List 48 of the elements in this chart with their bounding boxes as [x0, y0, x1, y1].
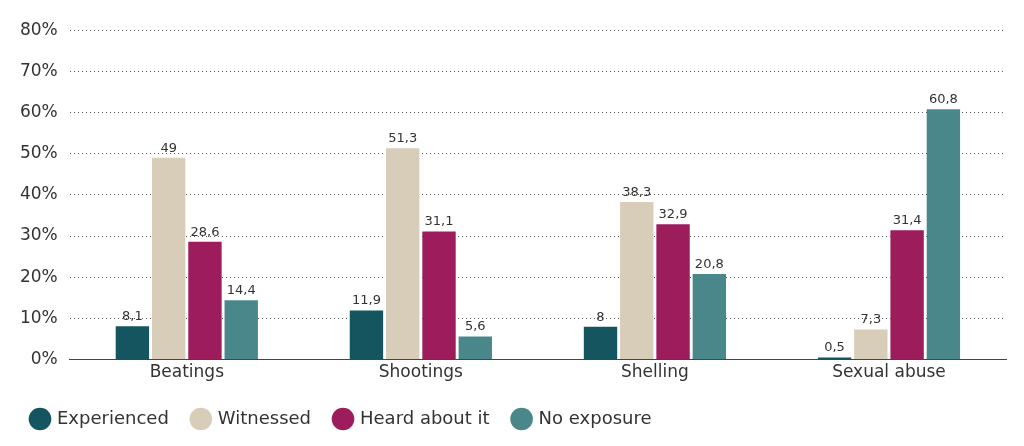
legend-label: No exposure [538, 406, 652, 428]
data-label: 8 [596, 308, 605, 324]
y-tick-label: 60% [19, 100, 58, 121]
data-label: 51,3 [388, 130, 418, 146]
y-tick-label: 50% [19, 142, 58, 163]
data-label: 11,9 [351, 292, 381, 308]
bar [656, 224, 690, 360]
y-tick-label: 10% [19, 306, 58, 327]
data-label: 49 [160, 139, 177, 155]
bar [692, 273, 727, 360]
y-tick-label: 70% [19, 59, 58, 80]
data-label: 0,5 [824, 339, 845, 355]
bar [386, 148, 420, 360]
x-tick-label: Sexual abuse [832, 361, 946, 382]
data-label: 5,6 [464, 318, 486, 334]
data-label: 14,4 [226, 282, 256, 298]
data-label: 28,6 [190, 223, 220, 239]
y-tick-label: 0% [30, 348, 58, 369]
bar [151, 157, 186, 360]
x-tick-label: Shootings [378, 361, 464, 382]
legend-label: Heard about it [360, 406, 490, 428]
legend-label: Experienced [57, 406, 169, 428]
legend-label: Witnessed [217, 406, 312, 428]
y-tick-label: 20% [19, 265, 58, 286]
data-label: 60,8 [928, 91, 958, 107]
bar [224, 300, 258, 360]
bar [188, 241, 222, 360]
y-tick-label: 80% [19, 18, 58, 39]
y-tick-label: 40% [19, 183, 58, 204]
data-label: 31,1 [424, 213, 454, 229]
bar [422, 231, 456, 360]
data-label: 7,3 [860, 311, 882, 327]
bar [583, 326, 618, 360]
bar [854, 329, 888, 360]
data-label: 20,8 [694, 255, 724, 271]
x-tick-label: Beatings [149, 361, 225, 382]
data-label: 32,9 [658, 206, 688, 222]
data-label: 31,4 [892, 212, 922, 228]
bar [115, 326, 150, 360]
bar [349, 310, 384, 360]
y-tick-label: 30% [19, 224, 58, 245]
bar [890, 230, 924, 360]
data-label: 38,3 [622, 183, 652, 199]
data-label: 8,1 [122, 308, 143, 324]
bar [458, 336, 492, 360]
x-tick-label: Shelling [621, 361, 689, 382]
bar [926, 109, 961, 360]
bar [620, 201, 654, 360]
